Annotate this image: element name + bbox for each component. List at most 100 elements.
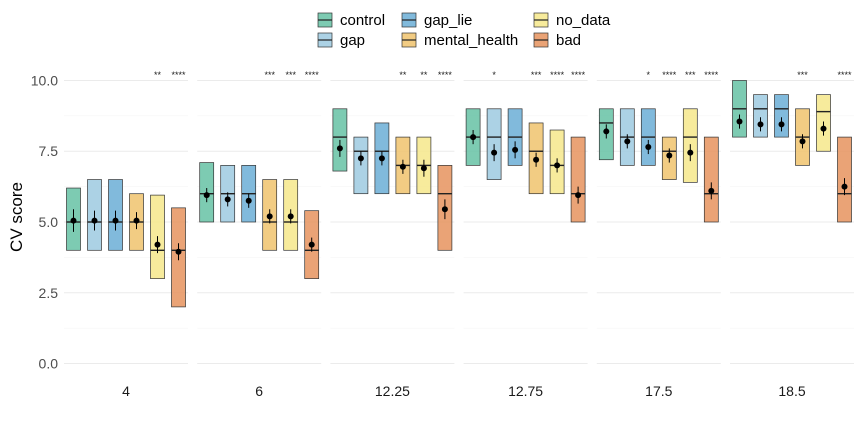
mean-point: [687, 149, 694, 156]
box-control: [732, 80, 747, 138]
mean-point: [624, 138, 631, 145]
mean-point: [666, 152, 673, 159]
facet-panel-4: 4** ****: [64, 70, 188, 399]
mean-point: [491, 149, 498, 156]
box-bad: ****: [304, 70, 320, 279]
box-gap-lie: [241, 165, 257, 223]
box-mental-health: ***: [795, 70, 810, 166]
facet-label: 12.75: [508, 383, 543, 399]
box-body: [703, 136, 719, 223]
mean-point: [757, 121, 764, 128]
box-mental-health: ****: [661, 70, 677, 180]
significance-label: *: [492, 70, 496, 80]
legend-label: gap: [340, 32, 365, 49]
mean-point: [245, 197, 252, 204]
significance-label: **: [154, 70, 162, 80]
mean-point: [554, 162, 561, 169]
mean-point: [203, 192, 210, 199]
box-gap: [753, 94, 768, 138]
mean-point: [91, 217, 98, 224]
significance-label: ****: [571, 70, 586, 80]
legend-label: control: [340, 12, 385, 29]
box-control: [332, 108, 348, 172]
legend-item-mental-health: mental_health: [401, 32, 518, 49]
box-no-data: ***: [682, 70, 698, 183]
legend-label: gap_lie: [424, 12, 472, 29]
y-tick-label: 7.5: [39, 143, 59, 159]
legend-item-control: control: [317, 12, 385, 29]
box-gap-lie: [374, 122, 390, 195]
significance-label: **: [399, 70, 407, 80]
mean-point: [357, 155, 364, 162]
facet-panel-6: 6*** *** ****: [197, 70, 322, 399]
mean-point: [441, 206, 448, 213]
mean-point: [799, 138, 806, 145]
mean-point: [708, 187, 715, 194]
mean-point: [175, 248, 182, 255]
significance-label: ***: [685, 70, 696, 80]
mean-point: [112, 217, 119, 224]
significance-label: ***: [264, 70, 275, 80]
legend-item-gap: gap: [317, 32, 365, 49]
box-mental-health: ***: [528, 70, 544, 195]
y-tick-label: 10.0: [31, 72, 58, 88]
box-control: [465, 108, 481, 166]
box-control: [598, 108, 614, 161]
legend-item-bad: bad: [533, 32, 581, 49]
box-mental-health: **: [395, 70, 411, 195]
significance-label: ****: [704, 70, 719, 80]
mean-point: [287, 213, 294, 220]
box-mental-health: ***: [262, 70, 278, 251]
facet-panel-18-5: 18.5*** ****: [730, 70, 854, 399]
facet-label: 12.25: [375, 383, 410, 399]
box-gap: *: [486, 70, 502, 180]
mean-point: [820, 125, 827, 132]
box-gap: [220, 165, 236, 223]
significance-label: ****: [171, 70, 186, 80]
box-control: [66, 187, 81, 251]
box-no-data: ***: [283, 70, 299, 251]
mean-point: [736, 118, 743, 125]
mean-point: [603, 128, 610, 135]
box-bad: ****: [437, 70, 453, 251]
mean-point: [778, 121, 785, 128]
facet-label: 17.5: [645, 383, 672, 399]
mean-point: [308, 241, 315, 248]
significance-label: **: [420, 70, 428, 80]
significance-label: ***: [285, 70, 296, 80]
mean-point: [841, 183, 848, 190]
significance-label: ***: [531, 70, 542, 80]
mean-point: [224, 196, 231, 203]
mean-point: [533, 156, 540, 163]
box-no-data: **: [150, 70, 165, 279]
box-no-data: ****: [549, 70, 565, 195]
mean-point: [470, 134, 477, 141]
y-axis-title: CV score: [7, 182, 26, 252]
mean-point: [399, 163, 406, 170]
box-body: [774, 94, 789, 138]
facet-panel-12-25: 12.25** ** ****: [330, 70, 455, 399]
significance-label: *: [647, 70, 651, 80]
significance-label: ****: [438, 70, 453, 80]
box-body: [486, 108, 502, 180]
significance-label: ****: [550, 70, 565, 80]
box-gap-lie: [108, 179, 123, 251]
y-axis: CV score 0.0 2.5 5.0 7.5 10.0: [7, 72, 58, 371]
mean-point: [133, 217, 140, 224]
box-no-data: [816, 94, 831, 152]
legend-label: mental_health: [424, 32, 518, 49]
facet-label: 18.5: [778, 383, 805, 399]
significance-label: ****: [305, 70, 320, 80]
mean-point: [512, 146, 519, 153]
mean-point: [336, 145, 343, 152]
legend-label: no_data: [556, 12, 611, 29]
box-no-data: **: [416, 70, 432, 195]
mean-point: [70, 217, 77, 224]
facet-label: 6: [255, 383, 263, 399]
legend-item-no-data: no_data: [533, 12, 611, 29]
legend-label: bad: [556, 32, 581, 49]
significance-label: ***: [797, 70, 808, 80]
box-bad: ****: [171, 70, 186, 308]
box-gap: [353, 136, 369, 195]
